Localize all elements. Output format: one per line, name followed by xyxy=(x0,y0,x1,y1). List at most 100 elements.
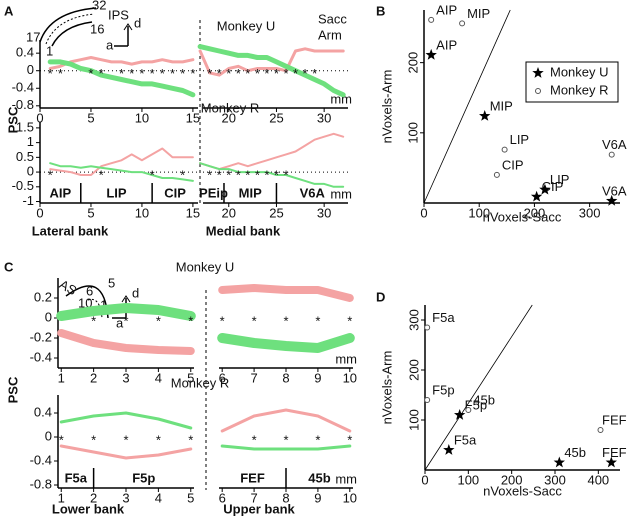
chart-title: Monkey R xyxy=(171,375,230,390)
x-tick-label: 10 xyxy=(135,110,149,125)
inset-label: d xyxy=(132,285,139,300)
inset-label: 16 xyxy=(90,21,104,36)
inset-arrowhead xyxy=(121,295,131,303)
significance-star: * xyxy=(303,66,308,81)
point-label: F5a xyxy=(432,310,455,325)
point-label: AIP xyxy=(436,37,457,52)
significance-star: * xyxy=(264,168,269,183)
x-tick-label: 3 xyxy=(122,370,129,385)
data-line xyxy=(57,329,195,355)
x-axis-label: nVoxels-Sacc xyxy=(483,483,562,498)
legend-entry: Sacc xyxy=(318,11,347,26)
inset-curve xyxy=(39,7,97,43)
panel-label: C xyxy=(4,259,14,274)
significance-star: * xyxy=(150,168,155,183)
inset-label: 6 xyxy=(86,283,93,298)
significance-star: * xyxy=(188,313,193,328)
significance-star: * xyxy=(188,432,193,447)
y-axis-label: PSC xyxy=(5,106,20,133)
chart-title: Monkey R xyxy=(201,100,260,115)
significance-star: * xyxy=(245,66,250,81)
significance-star: * xyxy=(315,432,320,447)
point-label: LIP xyxy=(550,172,570,187)
x-tick-label: 0 xyxy=(36,110,43,125)
significance-star: * xyxy=(236,168,241,183)
point-label: 45b xyxy=(564,445,586,460)
significance-star: * xyxy=(315,313,320,328)
x-tick-label: 1 xyxy=(58,490,65,505)
data-line xyxy=(198,47,345,77)
significance-star: * xyxy=(252,313,257,328)
significance-star: * xyxy=(99,66,104,81)
data-line xyxy=(220,444,352,451)
significance-star: * xyxy=(99,168,104,183)
point xyxy=(553,456,565,468)
significance-star: * xyxy=(59,432,64,447)
y-tick-label: 0.2 xyxy=(34,289,52,304)
bank-label: Upper bank xyxy=(223,501,295,516)
inset-curve xyxy=(51,21,93,47)
data-line xyxy=(56,303,196,321)
region-label: AIP xyxy=(50,185,72,200)
point-label: MIP xyxy=(490,98,513,113)
x-tick-label: 8 xyxy=(282,370,289,385)
significance-star: * xyxy=(264,66,269,81)
inset-label: 1 xyxy=(100,297,107,312)
x-tick-label: 200 xyxy=(501,472,523,487)
y-tick-label: -0.8 xyxy=(12,97,34,112)
legend-entry: Monkey U xyxy=(550,64,609,79)
y-tick-label: -1 xyxy=(22,193,34,208)
x-tick-label: 7 xyxy=(250,490,257,505)
significance-star: * xyxy=(207,168,212,183)
point xyxy=(424,324,431,331)
y-tick-label: 100 xyxy=(405,122,420,144)
y-tick-label: 200 xyxy=(405,52,420,74)
significance-star: * xyxy=(156,432,161,447)
point xyxy=(425,48,437,60)
x-tick-label: 5 xyxy=(187,490,194,505)
x-tick-label: 20 xyxy=(222,110,236,125)
x-tick-label: 9 xyxy=(314,370,321,385)
x-tick-label: 10 xyxy=(343,370,357,385)
significance-star: * xyxy=(252,432,257,447)
significance-star: * xyxy=(180,66,185,81)
legend-box xyxy=(525,61,619,103)
y-axis-label: PSC xyxy=(5,376,20,403)
data-line xyxy=(48,56,195,70)
panel-label: B xyxy=(376,3,385,18)
significance-star: * xyxy=(217,168,222,183)
x-tick-label: 15 xyxy=(186,205,200,220)
x-tick-label: 25 xyxy=(269,110,283,125)
chart-title: Monkey U xyxy=(217,18,276,33)
diagonal xyxy=(423,9,511,204)
x-tick-label: 400 xyxy=(587,472,609,487)
significance-star: * xyxy=(283,313,288,328)
y-tick-label: 100 xyxy=(406,409,421,431)
point xyxy=(479,110,491,121)
significance-star: * xyxy=(150,66,155,81)
y-tick-label: -0.8 xyxy=(30,476,52,491)
significance-star: * xyxy=(255,66,260,81)
inset-label: 1 xyxy=(46,43,53,58)
point-label: F5a xyxy=(454,432,477,447)
region-label: PEip xyxy=(199,185,228,200)
inset-arrowhead xyxy=(123,23,133,31)
y-tick-label: 1.5 xyxy=(16,119,34,134)
region-label: F5a xyxy=(65,470,88,485)
ips-inset: 32 IPS 17 16 1 d a xyxy=(26,0,141,58)
inset-label: 5 xyxy=(108,275,115,290)
significance-star: * xyxy=(283,66,288,81)
data-line xyxy=(197,44,346,98)
x-tick-label: 0 xyxy=(36,205,43,220)
x-tick-label: 300 xyxy=(544,472,566,487)
point-label: F5p xyxy=(432,382,454,397)
point xyxy=(493,171,500,178)
x-tick-label: 0 xyxy=(421,472,428,487)
point xyxy=(424,397,431,403)
inset-label: a xyxy=(116,315,124,330)
x-unit: mm xyxy=(330,186,352,201)
region-label: CIP xyxy=(164,185,186,200)
significance-star: * xyxy=(293,66,298,81)
data-line xyxy=(59,411,193,430)
